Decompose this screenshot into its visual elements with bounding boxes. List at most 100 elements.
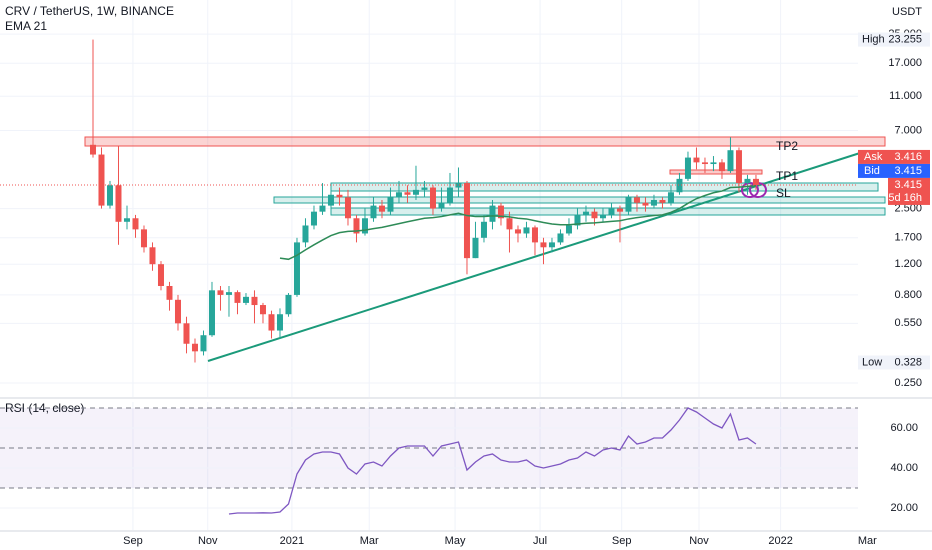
candle-body (268, 314, 275, 331)
candle-body (514, 229, 521, 234)
candle-body (718, 162, 725, 172)
candle-body (659, 199, 666, 203)
candle-body (412, 189, 419, 195)
candle-body (710, 162, 717, 165)
annotation: TP1 (776, 169, 798, 183)
candle-body (378, 205, 385, 212)
candle-body (225, 292, 232, 295)
y-tick-label: 1.700 (894, 232, 922, 244)
currency-label: USDT (892, 6, 922, 18)
candle-body (531, 227, 538, 243)
candle-body (276, 314, 283, 331)
candle-body (446, 187, 453, 203)
candle-body (166, 285, 173, 300)
x-tick-label: Mar (858, 535, 877, 547)
candle-body (701, 162, 708, 165)
support-zone (330, 207, 886, 216)
last-price-value: 3.415 (894, 179, 922, 191)
ema-line (279, 184, 757, 261)
candle-body (259, 305, 266, 315)
countdown: 5d 16h (888, 192, 922, 204)
candle-body (327, 194, 334, 206)
candle-body (591, 211, 598, 219)
candle-body (642, 202, 649, 206)
y-tick-label: 1.200 (894, 258, 922, 270)
candle-body (667, 192, 674, 203)
quote-box (858, 149, 930, 164)
x-tick-label: Sep (612, 535, 632, 547)
quote-value: 3.416 (894, 151, 922, 163)
last-price-box (888, 177, 930, 205)
x-tick-label: Nov (198, 535, 218, 547)
candle-body (395, 192, 402, 198)
candle-body (633, 197, 640, 203)
candle-body (727, 150, 734, 172)
candle-body (123, 218, 130, 222)
candle-body (183, 323, 190, 344)
support-zone (330, 182, 879, 192)
rsi-tick-label: 40.00 (890, 462, 918, 474)
y-tick-label: 2.500 (894, 202, 922, 214)
candle-body (489, 205, 496, 222)
candle-body (319, 205, 326, 212)
rsi-tick-label: 20.00 (890, 502, 918, 514)
candle-body (429, 187, 436, 209)
candle-body (557, 233, 564, 243)
candle-body (438, 202, 445, 209)
annotation: SL (776, 186, 791, 200)
candle-body (242, 296, 249, 303)
price-label-box (858, 355, 930, 370)
x-tick-label: Jul (533, 535, 547, 547)
candle-body (540, 242, 547, 248)
candle-body (208, 290, 215, 336)
x-tick-label: 2022 (768, 535, 792, 547)
x-tick-label: 2021 (280, 535, 304, 547)
candle-body (616, 208, 623, 212)
y-tick-label: 17.000 (888, 57, 922, 69)
rsi-line (228, 407, 757, 515)
resistance-zone (84, 136, 886, 147)
candle-body (370, 205, 377, 219)
quote-box (858, 163, 930, 178)
candle-body (574, 214, 581, 226)
candle-body (421, 187, 428, 190)
price-label-value: 23.255 (888, 33, 922, 45)
chart-title: CRV / TetherUS, 1W, BINANCE (5, 4, 174, 18)
candle-body (302, 225, 309, 243)
candle-body (361, 218, 368, 234)
candle-body (132, 218, 139, 230)
candle-body (684, 157, 691, 179)
candle-body (506, 218, 513, 230)
quote-name: Bid (864, 165, 880, 177)
candle-body (200, 335, 207, 352)
candle-body (191, 343, 198, 352)
price-label-box (858, 32, 930, 47)
candle-body (735, 150, 742, 184)
candle-body (115, 185, 122, 222)
x-tick-label: Nov (689, 535, 709, 547)
rsi-tick-label: 60.00 (890, 422, 918, 434)
quote-value: 3.415 (894, 165, 922, 177)
candle-body (676, 178, 683, 193)
price-label-value: 0.328 (894, 356, 922, 368)
candle-body (293, 242, 300, 295)
candle-body (140, 229, 147, 248)
candle-body (693, 157, 700, 163)
candle-body (497, 205, 504, 219)
quote-name: Ask (864, 151, 883, 163)
candle-body (608, 208, 615, 215)
candle-body (149, 247, 156, 265)
candle-body (565, 225, 572, 234)
x-tick-label: May (445, 535, 466, 547)
candle-body (89, 144, 96, 155)
candle-body (744, 178, 751, 184)
candle-body (480, 221, 487, 238)
candle-body (404, 192, 411, 195)
price-label-name: Low (862, 356, 882, 368)
y-tick-label: 0.550 (894, 317, 922, 329)
candle-body (523, 227, 530, 234)
drawings (84, 136, 886, 362)
candle-body (285, 294, 292, 315)
